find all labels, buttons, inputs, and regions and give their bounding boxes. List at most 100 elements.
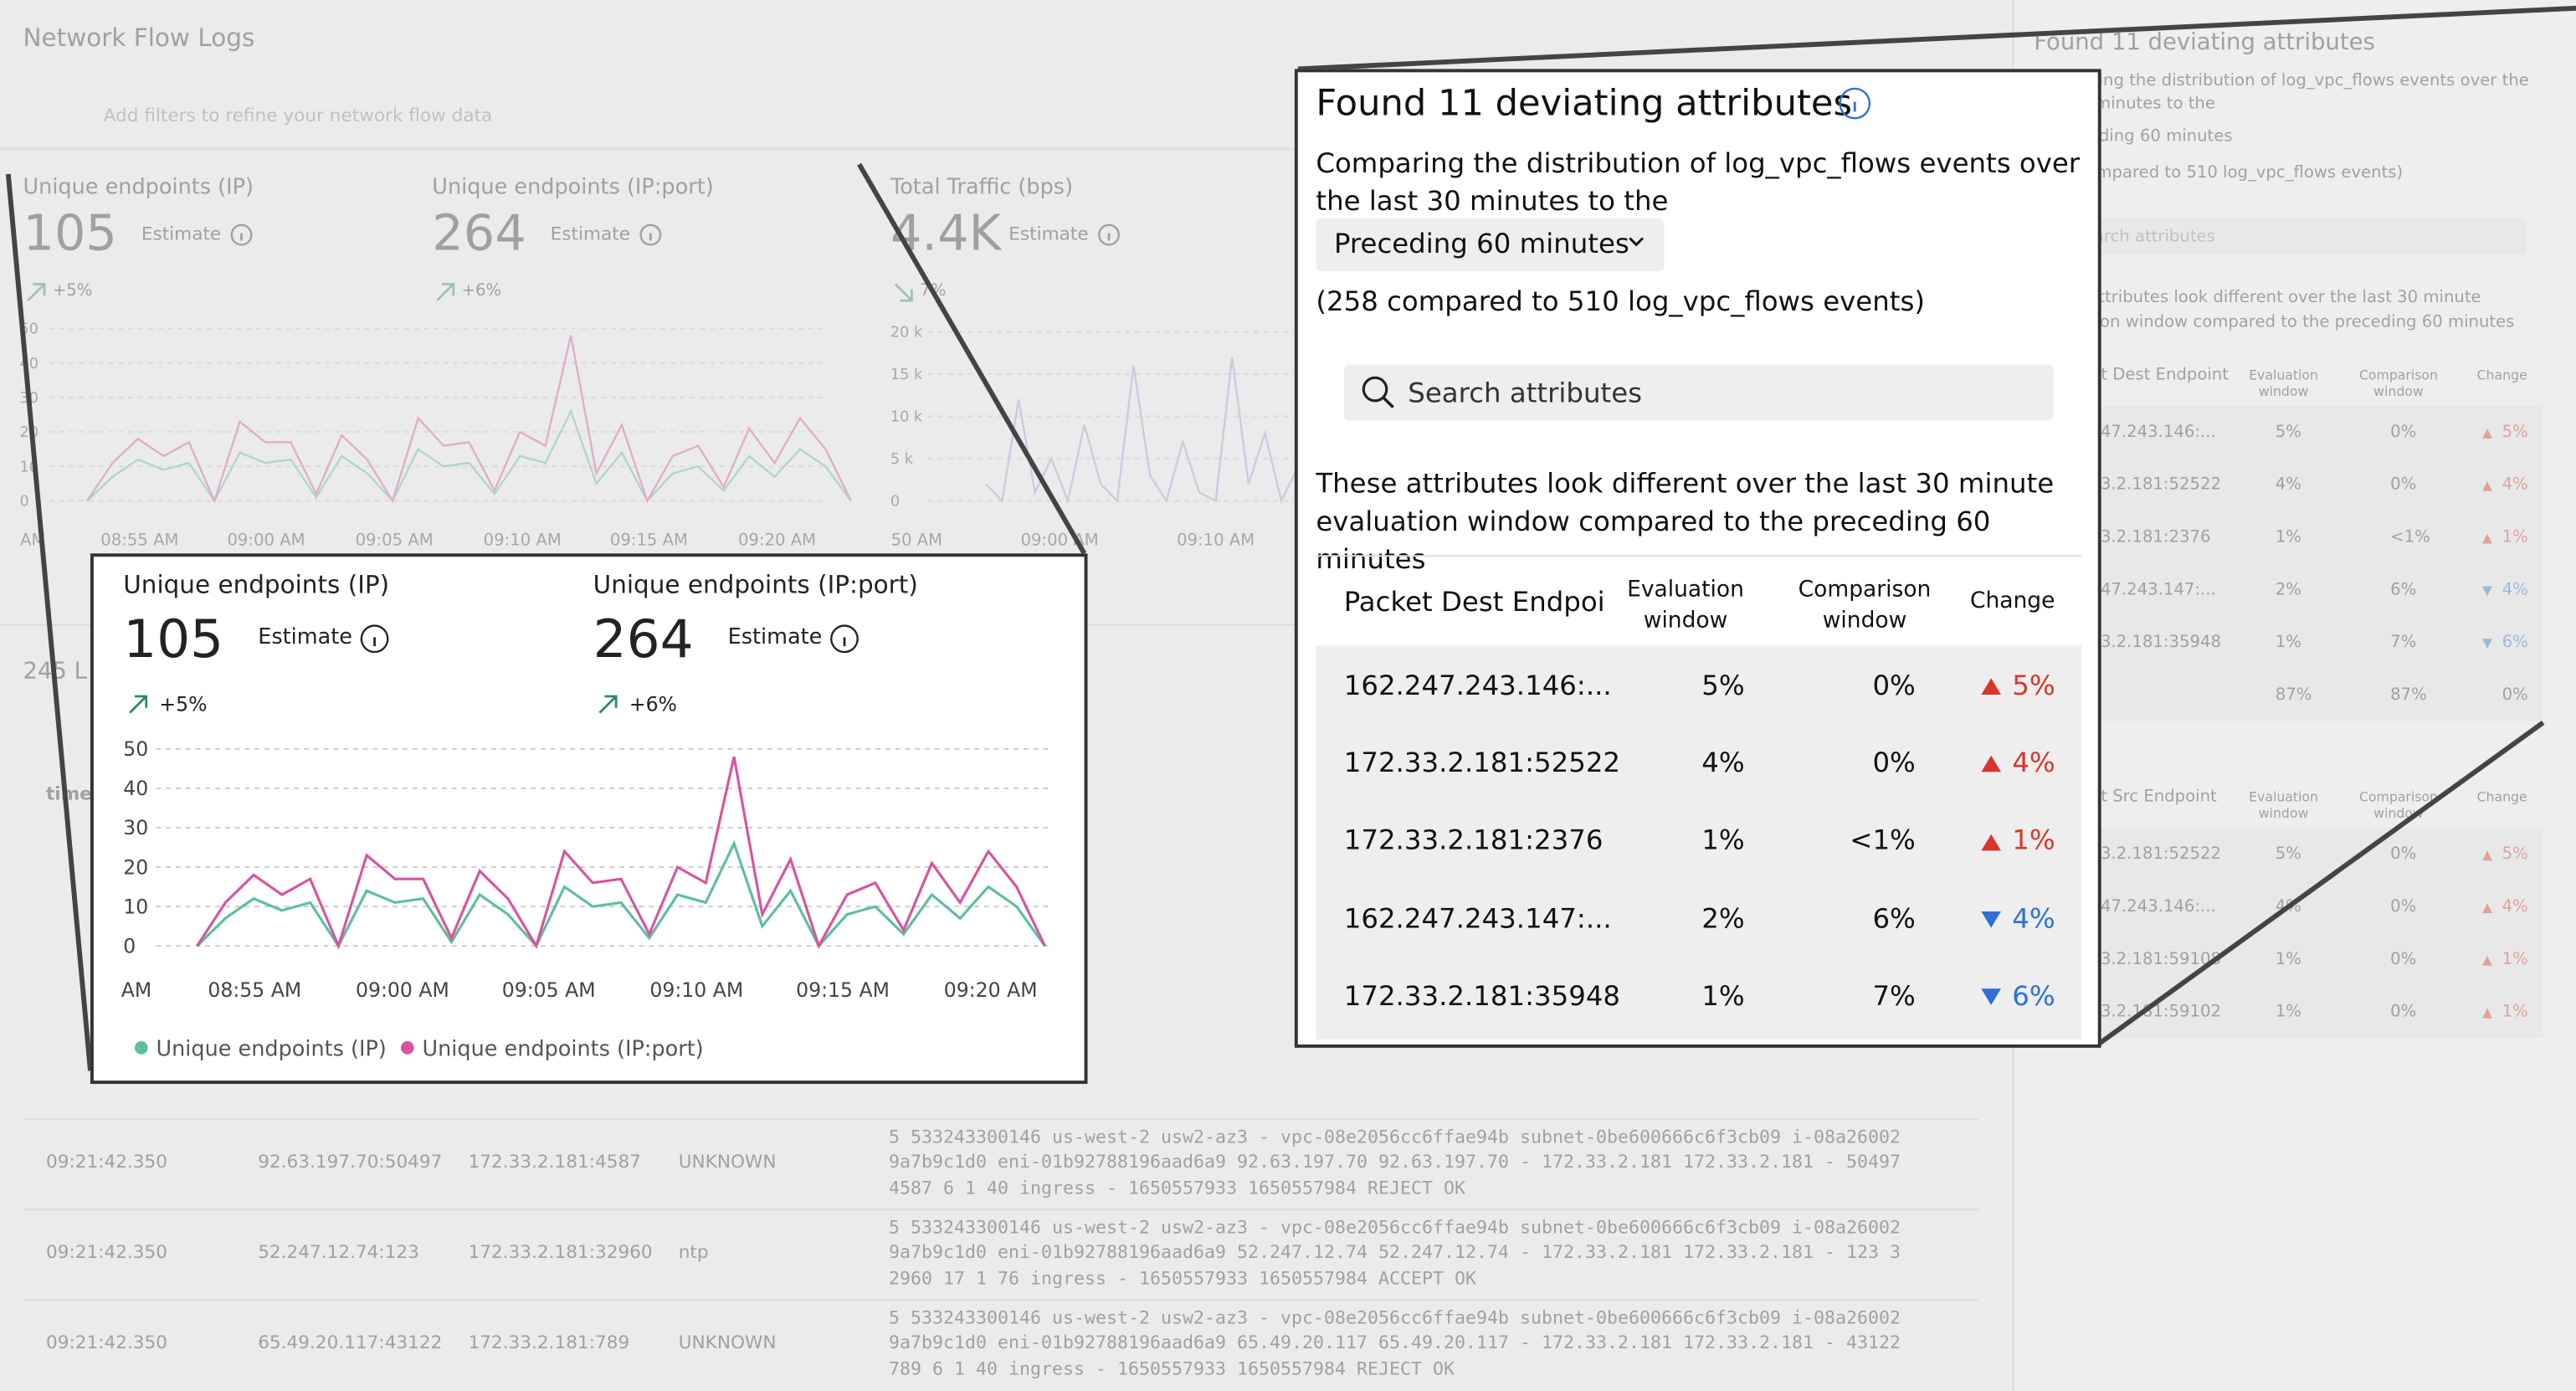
metric-label: Unique endpoints (IP) (23, 175, 254, 201)
x-tick-label: 09:10 AM (649, 978, 743, 1002)
side-row-eval: 1% (2275, 634, 2301, 652)
column-header: Evaluation window (1627, 575, 1744, 634)
side-row-change: 4% (2502, 475, 2528, 495)
column-header: Change (1969, 588, 2055, 614)
log-service: UNKNOWN (678, 1332, 777, 1354)
metric-value: 105 (123, 608, 224, 670)
change-indicator (1981, 678, 2001, 696)
change-indicator (2482, 1008, 2492, 1019)
change-indicator (1981, 756, 2001, 772)
side-title: Found 11 deviating attributes (2034, 29, 2375, 57)
x-tick-label: 09:05 AM (356, 530, 434, 549)
x-tick-label: 50 AM (891, 530, 943, 549)
x-tick-label: 09:10 AM (1177, 530, 1255, 549)
log-service: UNKNOWN (678, 1151, 777, 1173)
side-row-eval: 1% (2275, 950, 2301, 969)
metric-change: +5% (52, 282, 93, 300)
filter-placeholder[interactable]: Add filters to refine your network flow … (103, 105, 493, 127)
group-name: Packet Dest Endpoint (1343, 586, 1604, 618)
side-row-change: 6% (2502, 634, 2528, 652)
log-message: 9a7b9c1d0 eni-01b92788196aad6a9 92.63.19… (888, 1151, 1901, 1173)
log-time: 09:21:42.350 (45, 1332, 168, 1354)
side-row-eval: 4% (2275, 475, 2301, 495)
filter-bar (0, 85, 1997, 150)
chart-canvas (230, 223, 253, 246)
search-icon (1362, 376, 1388, 403)
search-icon-handle (1382, 396, 1394, 408)
side-table-bg (2034, 405, 2543, 721)
chart-canvas (1098, 223, 1120, 246)
row-name: 162.247.243.147:... (1343, 902, 1612, 934)
log-row-divider (23, 1209, 1978, 1211)
legend-label: Unique endpoints (IP) (156, 1037, 386, 1062)
log-message: 4587 6 1 40 ingress - 1650557933 1650557… (888, 1177, 1465, 1199)
change-indicator (1981, 911, 2001, 928)
side-row-comp: <1% (2390, 528, 2430, 547)
y-tick-label: 20 (123, 855, 148, 879)
legend-swatch (134, 1041, 148, 1055)
x-tick-label: 08:55 AM (100, 530, 178, 549)
info-icon (230, 223, 253, 246)
log-message: 9a7b9c1d0 eni-01b92788196aad6a9 65.49.20… (888, 1332, 1901, 1354)
window-select[interactable] (1316, 218, 1665, 271)
side-search-placeholder: Search attributes (2073, 228, 2215, 246)
counts: (258 compared to 510 log_vpc_flows event… (1316, 285, 1925, 317)
change-indicator (1981, 988, 2001, 1006)
log-src: 52.247.12.74:123 (258, 1241, 419, 1264)
window-select-label: Preceding 60 minutes (1333, 228, 1629, 259)
log-row-divider (23, 1118, 1978, 1121)
x-tick-label: 09:20 AM (738, 530, 816, 549)
side-row-change: 5% (2502, 845, 2528, 864)
row-name: 172.33.2.181:2376 (1343, 824, 1604, 857)
chart-canvas (894, 283, 913, 302)
chart-canvas (639, 223, 662, 246)
trend-icon (894, 283, 913, 302)
side-panel (2012, 0, 2576, 1391)
row-comparison: 0% (1872, 747, 1916, 779)
change-indicator (2482, 956, 2492, 966)
row-name: 172.33.2.181:35948 (1343, 980, 1621, 1012)
metric-value: 264 (593, 608, 694, 670)
side-column: Evaluation window (2249, 789, 2319, 822)
side-row-change: 4% (2502, 581, 2528, 599)
change-indicator (2482, 480, 2492, 491)
row-change: 4% (2012, 747, 2055, 779)
side-row-eval: 1% (2275, 1003, 2301, 1022)
series-line (86, 335, 852, 504)
metric-change: +5% (159, 692, 208, 716)
info-icon (1098, 223, 1120, 246)
chart-canvas (830, 624, 859, 654)
side-row-eval: 5% (2275, 845, 2301, 864)
log-message: 9a7b9c1d0 eni-01b92788196aad6a9 52.247.1… (888, 1241, 1901, 1264)
divider (1316, 555, 2082, 557)
row-change: 5% (2012, 670, 2055, 701)
chart-zoom: Unique endpoints (IP) 105 Estimate +5% Uniqu… (90, 553, 1088, 1085)
metric-label: Unique endpoints (IP) (123, 569, 390, 599)
metric-estimate: Estimate (1008, 223, 1089, 245)
side-search[interactable] (2034, 218, 2527, 255)
x-tick-label: 08:55 AM (208, 978, 301, 1002)
row-change: 1% (2012, 824, 2055, 857)
metric-value: 105 (23, 206, 117, 264)
info-icon (830, 624, 859, 654)
trend-icon (129, 695, 148, 714)
side-row-change: 1% (2502, 950, 2528, 969)
row-evaluation: 1% (1701, 824, 1745, 857)
row-change: 6% (2012, 980, 2055, 1012)
logs-column: time (45, 783, 92, 805)
side-row-comp: 0% (2390, 897, 2417, 916)
info-icon (1839, 87, 1871, 120)
side-row-comp: 7% (2390, 634, 2417, 652)
side-row-comp: 0% (2390, 950, 2417, 969)
side-row-comp: 0% (2390, 475, 2417, 495)
row-evaluation: 1% (1701, 980, 1745, 1012)
metric-label: Total Traffic (bps) (890, 175, 1074, 201)
row-name: 162.247.243.146:... (1343, 670, 1612, 701)
x-tick-label: 09:20 AM (944, 978, 1038, 1002)
side-row-change: 0% (2502, 685, 2528, 705)
side-row-comp: 0% (2390, 1003, 2417, 1022)
search-box[interactable] (1343, 364, 2054, 421)
